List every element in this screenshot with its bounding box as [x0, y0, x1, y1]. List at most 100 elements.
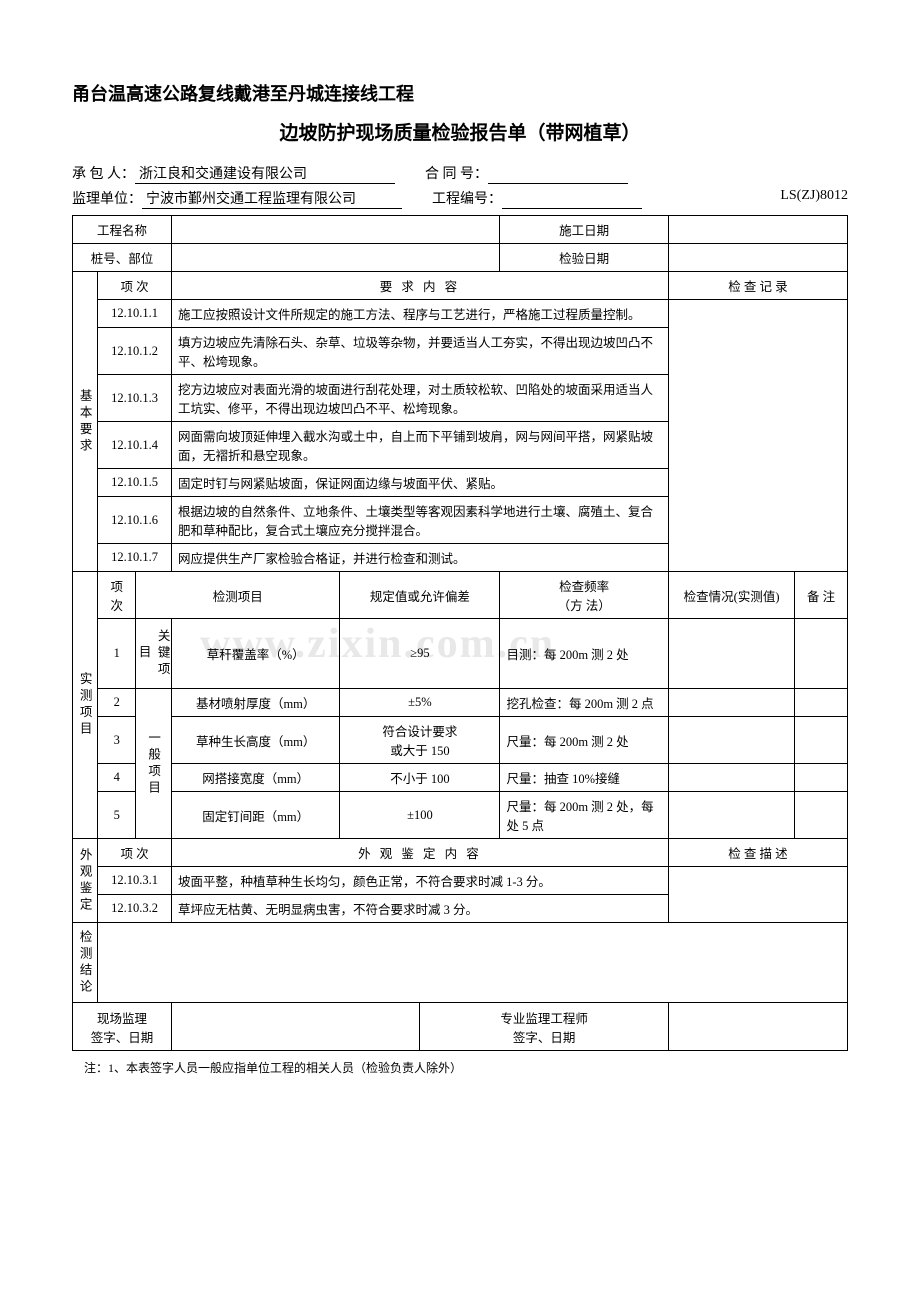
construction-date-value[interactable]	[668, 216, 847, 244]
measure-actual-1[interactable]	[668, 619, 794, 689]
measure-item-2: 基材喷射厚度（mm）	[171, 689, 339, 717]
measure-spec-3: 符合设计要求 或大于 150	[340, 717, 500, 764]
appearance-item-header: 项 次	[98, 839, 172, 867]
contractor-label: 承 包 人：	[72, 163, 135, 184]
measure-freq-4: 尺量：抽查 10%接缝	[500, 764, 668, 792]
measure-item-1: 草秆覆盖率（%）	[171, 619, 339, 689]
measure-spec-4: 不小于 100	[340, 764, 500, 792]
appearance-side-label: 外观鉴定	[73, 839, 98, 923]
basic-no-1: 12.10.1.1	[98, 300, 172, 328]
appearance-header-row: 外观鉴定 项 次 外 观 鉴 定 内 容 检 查 描 述	[73, 839, 848, 867]
contract-no-value	[488, 163, 628, 184]
project-name-label: 工程名称	[73, 216, 172, 244]
project-name-value[interactable]	[171, 216, 499, 244]
pile-position-value[interactable]	[171, 244, 499, 272]
contractor-value: 浙江良和交通建设有限公司	[135, 163, 395, 184]
site-supervisor-value[interactable]	[171, 1003, 419, 1051]
measure-remark-2[interactable]	[795, 689, 848, 717]
meta-row-2: 监理单位： 宁波市鄞州交通工程监理有限公司 工程编号： LS(ZJ)8012	[72, 188, 848, 209]
construction-date-label: 施工日期	[500, 216, 668, 244]
measure-itemno-header: 项次	[98, 572, 136, 619]
measure-actual-header: 检查情况(实测值)	[668, 572, 794, 619]
conclusion-row: 检测结论	[73, 923, 848, 1003]
measure-row-1: 1 关键项目 草秆覆盖率（%） ≥95 目测：每 200m 测 2 处	[73, 619, 848, 689]
appearance-desc-cell[interactable]	[668, 867, 847, 923]
inspection-date-label: 检验日期	[500, 244, 668, 272]
footnote: 注：1、本表签字人员一般应指单位工程的相关人员（检验负责人除外）	[72, 1059, 848, 1076]
measure-freq-1: 目测：每 200m 测 2 处	[500, 619, 668, 689]
basic-text-5: 固定时钉与网紧贴坡面，保证网面边缘与坡面平伏、紧贴。	[171, 469, 668, 497]
basic-text-1: 施工应按照设计文件所规定的施工方法、程序与工艺进行，严格施工过程质量控制。	[171, 300, 668, 328]
basic-text-7: 网应提供生产厂家检验合格证，并进行检查和测试。	[171, 544, 668, 572]
measure-spec-header: 规定值或允许偏差	[340, 572, 500, 619]
basic-no-5: 12.10.1.5	[98, 469, 172, 497]
measure-no-2: 2	[98, 689, 136, 717]
basic-no-4: 12.10.1.4	[98, 422, 172, 469]
basic-side-label: 基本要求	[73, 272, 98, 572]
pile-position-label: 桩号、部位	[73, 244, 172, 272]
basic-text-4: 网面需向坡顶延伸埋入截水沟或土中，自上而下平铺到坡肩，网与网间平搭，网紧贴坡面，…	[171, 422, 668, 469]
basic-text-3: 挖方边坡应对表面光滑的坡面进行刮花处理，对土质较松软、凹陷处的坡面采用适当人工坑…	[171, 375, 668, 422]
supervisor-label: 监理单位：	[72, 188, 142, 209]
basic-text-2: 填方边坡应先清除石头、杂草、垃圾等杂物，并要适当人工夯实，不得出现边坡凹凸不平、…	[171, 328, 668, 375]
appearance-content-header: 外 观 鉴 定 内 容	[171, 839, 668, 867]
measure-item-3: 草种生长高度（mm）	[171, 717, 339, 764]
appearance-row-1: 12.10.3.1 坡面平整，种植草种生长均匀，颜色正常，不符合要求时减 1-3…	[73, 867, 848, 895]
appearance-no-2: 12.10.3.2	[98, 895, 172, 923]
basic-row-1: 12.10.1.1 施工应按照设计文件所规定的施工方法、程序与工艺进行，严格施工…	[73, 300, 848, 328]
measure-freq-3: 尺量：每 200m 测 2 处	[500, 717, 668, 764]
measure-actual-4[interactable]	[668, 764, 794, 792]
measure-spec-5: ±100	[340, 792, 500, 839]
general-label: 一般项目	[136, 689, 172, 839]
measure-freq-header: 检查频率 （方 法）	[500, 572, 668, 619]
measure-row-3: 3 草种生长高度（mm） 符合设计要求 或大于 150 尺量：每 200m 测 …	[73, 717, 848, 764]
measure-no-1: 1	[98, 619, 136, 689]
pro-engineer-value[interactable]	[668, 1003, 847, 1051]
supervisor-value: 宁波市鄞州交通工程监理有限公司	[142, 188, 402, 209]
measure-no-4: 4	[98, 764, 136, 792]
measure-remark-header: 备 注	[795, 572, 848, 619]
measure-remark-5[interactable]	[795, 792, 848, 839]
measure-actual-5[interactable]	[668, 792, 794, 839]
basic-content-header: 要 求 内 容	[171, 272, 668, 300]
form-code: LS(ZJ)8012	[780, 188, 848, 209]
measure-no-5: 5	[98, 792, 136, 839]
document-content: 甬台温高速公路复线戴港至丹城连接线工程 边坡防护现场质量检验报告单（带网植草） …	[72, 80, 848, 1076]
measure-actual-3[interactable]	[668, 717, 794, 764]
appearance-text-1: 坡面平整，种植草种生长均匀，颜色正常，不符合要求时减 1-3 分。	[171, 867, 668, 895]
measure-actual-2[interactable]	[668, 689, 794, 717]
meta-row-1: 承 包 人： 浙江良和交通建设有限公司 合 同 号：	[72, 163, 848, 184]
basic-record-cell[interactable]	[668, 300, 847, 572]
conclusion-label: 检测结论	[73, 923, 98, 1003]
basic-item-header: 项 次	[98, 272, 172, 300]
measure-item-4: 网搭接宽度（mm）	[171, 764, 339, 792]
site-supervisor-label: 现场监理 签字、日期	[73, 1003, 172, 1051]
basic-record-header: 检 查 记 录	[668, 272, 847, 300]
basic-header-row: 基本要求 项 次 要 求 内 容 检 查 记 录	[73, 272, 848, 300]
measure-freq-5: 尺量：每 200m 测 2 处，每处 5 点	[500, 792, 668, 839]
appearance-desc-header: 检 查 描 述	[668, 839, 847, 867]
measure-remark-4[interactable]	[795, 764, 848, 792]
header-row-1: 工程名称 施工日期	[73, 216, 848, 244]
project-code-value	[502, 188, 642, 209]
project-code-label: 工程编号：	[432, 188, 502, 209]
measure-remark-1[interactable]	[795, 619, 848, 689]
basic-no-7: 12.10.1.7	[98, 544, 172, 572]
project-title: 甬台温高速公路复线戴港至丹城连接线工程	[72, 80, 848, 106]
measure-spec-2: ±5%	[340, 689, 500, 717]
inspection-table: 工程名称 施工日期 桩号、部位 检验日期 基本要求 项 次 要 求 内 容 检 …	[72, 215, 848, 1051]
conclusion-value[interactable]	[98, 923, 848, 1003]
appearance-text-2: 草坪应无枯黄、无明显病虫害，不符合要求时减 3 分。	[171, 895, 668, 923]
measure-detect-header: 检测项目	[136, 572, 340, 619]
measure-row-2: 2 一般项目 基材喷射厚度（mm） ±5% 挖孔检查：每 200m 测 2 点	[73, 689, 848, 717]
basic-text-6: 根据边坡的自然条件、立地条件、土壤类型等客观因素科学地进行土壤、腐殖土、复合肥和…	[171, 497, 668, 544]
measure-remark-3[interactable]	[795, 717, 848, 764]
appearance-no-1: 12.10.3.1	[98, 867, 172, 895]
inspection-date-value[interactable]	[668, 244, 847, 272]
measure-header-row: 实测项目 项次 检测项目 规定值或允许偏差 检查频率 （方 法） 检查情况(实测…	[73, 572, 848, 619]
measure-freq-2: 挖孔检查：每 200m 测 2 点	[500, 689, 668, 717]
measure-no-3: 3	[98, 717, 136, 764]
key-label: 关键项目	[136, 619, 172, 689]
doc-title: 边坡防护现场质量检验报告单（带网植草）	[72, 118, 848, 145]
basic-no-2: 12.10.1.2	[98, 328, 172, 375]
